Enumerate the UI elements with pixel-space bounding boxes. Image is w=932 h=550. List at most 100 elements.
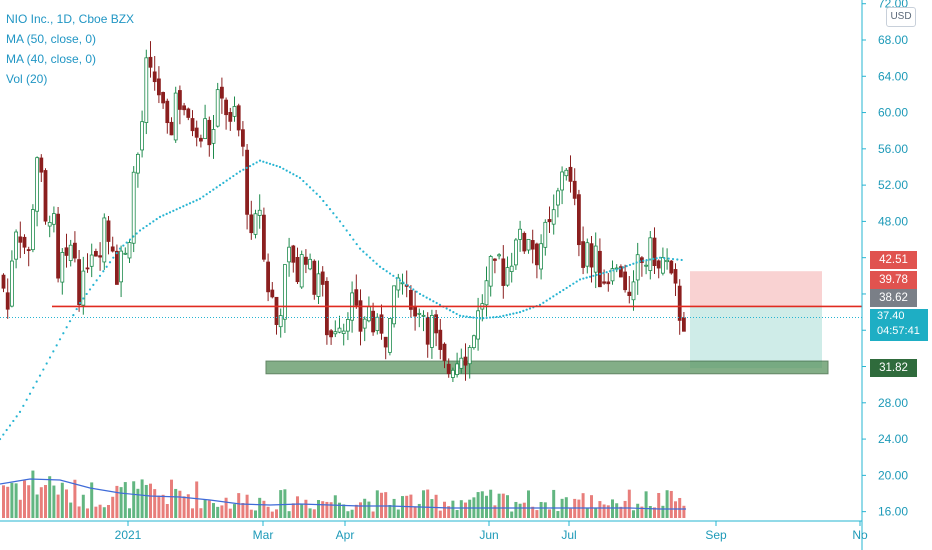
volume-bar xyxy=(606,505,610,518)
ma-dot xyxy=(332,212,335,215)
volume-bar xyxy=(392,498,396,518)
ma-dot xyxy=(663,257,666,260)
candle-body xyxy=(371,310,376,333)
volume-bar xyxy=(569,508,572,518)
ma-dot xyxy=(55,344,58,347)
currency-button[interactable]: USD xyxy=(886,7,916,27)
candle-body xyxy=(644,264,648,267)
candle-body xyxy=(81,270,86,306)
volume-bar xyxy=(506,495,509,518)
ma-dot xyxy=(2,433,5,436)
volume-bar xyxy=(174,488,178,518)
candle-body xyxy=(619,266,623,278)
volume-bar xyxy=(648,506,652,518)
ma-dot xyxy=(578,278,582,281)
ma-dot xyxy=(438,303,442,306)
ma-dot xyxy=(405,283,408,286)
x-tick-label: Mar xyxy=(253,528,274,542)
volume-bar xyxy=(90,482,94,518)
y-tick-label: 68.00 xyxy=(878,33,908,47)
y-tick-label: 28.00 xyxy=(878,396,908,410)
volume-bar xyxy=(220,505,224,518)
volume-bar xyxy=(216,506,220,518)
ma-dot xyxy=(676,258,679,261)
symbol-title[interactable]: NIO Inc., 1D, Cboe BZX xyxy=(6,12,135,26)
candle-body xyxy=(52,213,56,225)
candle-body xyxy=(119,250,123,283)
candle-body xyxy=(463,356,468,366)
candle-body xyxy=(211,129,216,144)
take-profit-zone xyxy=(690,306,822,369)
indicator-ma50[interactable]: MA (50, close, 0) xyxy=(6,32,97,46)
candle-body xyxy=(123,252,128,255)
volume-bar xyxy=(35,494,39,518)
indicator-ma40[interactable]: MA (40, close, 0) xyxy=(6,52,97,66)
indicator-volume[interactable]: Vol (20) xyxy=(6,72,48,86)
ma-dot xyxy=(228,177,232,180)
volume-bar xyxy=(669,490,673,518)
volume-bar xyxy=(191,508,194,518)
ma-dot xyxy=(208,190,212,194)
candle-body xyxy=(127,242,132,259)
volume-bar xyxy=(497,493,501,518)
y-tick-label: 60.00 xyxy=(878,106,908,120)
stop-loss-zone xyxy=(690,271,822,307)
volume-bar xyxy=(283,489,287,518)
candle-body xyxy=(539,243,543,270)
ma-dot xyxy=(635,261,638,264)
ma-dot xyxy=(422,294,425,297)
ma-dot xyxy=(542,301,545,304)
ma-dot xyxy=(575,280,578,283)
ma-dot xyxy=(88,288,92,291)
volume-bar xyxy=(304,499,308,518)
ma-dot xyxy=(72,314,75,317)
volume-bar xyxy=(422,490,425,518)
candle-body xyxy=(387,318,392,353)
ma-dot xyxy=(128,238,132,241)
candle-body xyxy=(497,254,502,257)
ma-dot xyxy=(680,258,683,262)
ma-dot xyxy=(135,232,138,235)
ma-dot xyxy=(172,209,175,212)
candle-body xyxy=(421,314,426,317)
candle-body xyxy=(333,331,338,335)
ma-dot xyxy=(608,270,612,273)
ma-dot xyxy=(548,297,552,300)
ma-dot xyxy=(667,257,670,260)
volume-bar xyxy=(107,504,110,518)
candle-body xyxy=(47,222,52,227)
volume-bar xyxy=(102,507,106,518)
volume-bar xyxy=(312,509,316,518)
volume-bar xyxy=(367,501,371,518)
candle-body xyxy=(606,281,611,285)
volume-bar xyxy=(434,494,438,518)
ma-dot xyxy=(32,386,35,389)
ma-dot xyxy=(302,179,305,183)
candle-body xyxy=(627,291,632,296)
ma-dot xyxy=(202,195,205,198)
ma-dot xyxy=(352,238,355,241)
ma-dot xyxy=(412,288,415,291)
ma-dot xyxy=(538,303,542,306)
candle-body xyxy=(446,363,451,375)
volume-bar xyxy=(653,507,656,518)
ma-dot xyxy=(225,179,228,182)
candle-body xyxy=(598,250,602,288)
candle-body xyxy=(60,252,65,283)
candle-body xyxy=(547,219,552,223)
candle-body xyxy=(257,209,262,216)
ma-dot xyxy=(75,307,78,311)
volume-bar xyxy=(476,492,480,518)
volume-bar xyxy=(682,505,686,518)
ma-dot xyxy=(245,166,248,169)
candle-body xyxy=(337,327,342,333)
candle-body xyxy=(110,246,115,252)
ma-dot xyxy=(45,362,48,365)
candle-body xyxy=(144,57,149,123)
price-tag-support: 31.82 xyxy=(870,359,917,377)
volume-bar xyxy=(447,506,451,518)
candle-body xyxy=(295,257,300,283)
candle-body xyxy=(282,264,287,320)
